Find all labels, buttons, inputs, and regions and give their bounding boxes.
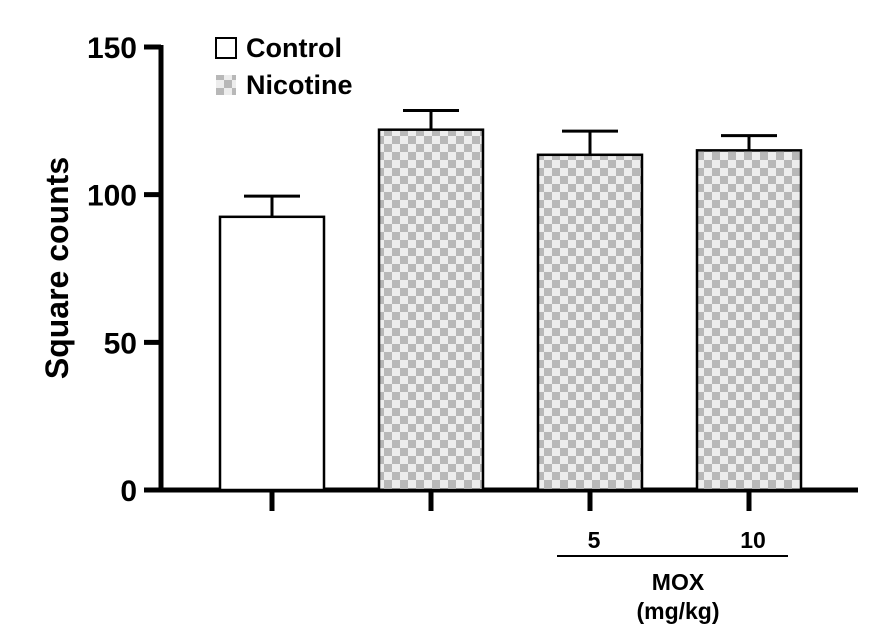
y-tick-label: 100: [87, 180, 137, 213]
bar-nicotine: [536, 153, 644, 492]
group-label-line1: MOX: [652, 569, 705, 595]
y-tick-label: 0: [120, 475, 137, 508]
bar-nicotine: [695, 149, 803, 492]
legend-item-nicotine: Nicotine: [216, 70, 353, 100]
legend-swatch-control: [215, 37, 237, 59]
legend-item-control: Control: [215, 33, 342, 63]
legend: Control Nicotine: [215, 33, 353, 100]
legend-label-control: Control: [246, 33, 342, 63]
y-tick-label: 150: [87, 32, 137, 65]
y-axis-label: Square counts: [39, 157, 75, 379]
group-bracket: MOX (mg/kg): [557, 555, 788, 624]
x-tick-label: 10: [740, 527, 766, 553]
bar-control: [218, 215, 326, 492]
legend-label-nicotine: Nicotine: [246, 70, 353, 100]
bar-nicotine: [377, 128, 485, 492]
x-tick-label: 5: [588, 527, 601, 553]
group-label-line2: (mg/kg): [636, 598, 719, 624]
legend-swatch-nicotine: [216, 75, 236, 95]
y-tick-label: 50: [104, 327, 137, 360]
